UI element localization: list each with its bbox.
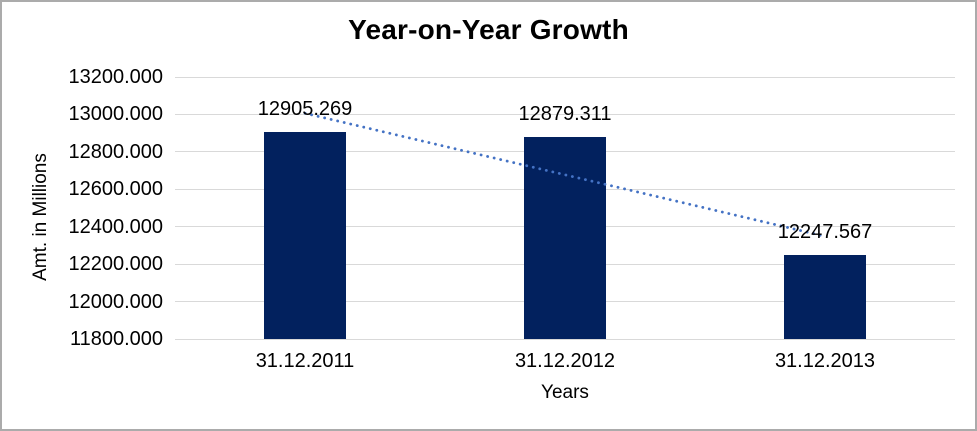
x-axis-tick-label: 31.12.2011 — [255, 350, 355, 372]
y-axis-tick-label: 12400.000 — [68, 215, 163, 238]
bar — [784, 255, 866, 339]
y-axis-tick-label: 13000.000 — [68, 103, 163, 126]
x-axis-tick-label: 31.12.2012 — [514, 350, 616, 372]
bar-data-label: 12879.311 — [518, 103, 612, 125]
y-axis-tick-label: 13200.000 — [68, 66, 163, 88]
y-axis-tick-label: 12200.000 — [68, 253, 163, 276]
bar — [524, 137, 606, 339]
y-axis-tick-label: 12800.000 — [68, 140, 163, 163]
y-axis-tick-label: 11800.000 — [69, 328, 163, 350]
bar-data-label: 12905.269 — [257, 98, 353, 121]
y-axis-tick-label: 12000.000 — [68, 290, 163, 313]
y-axis-tick-label: 12600.000 — [68, 178, 163, 201]
bar — [264, 132, 346, 339]
x-axis-title: Years — [541, 382, 589, 403]
x-axis-tick-label: 31.12.2013 — [774, 350, 876, 372]
bar-data-label: 12247.567 — [777, 221, 873, 244]
chart-title: Year-on-Year Growth — [348, 14, 629, 45]
gridline — [175, 76, 955, 78]
gridline — [175, 338, 955, 340]
